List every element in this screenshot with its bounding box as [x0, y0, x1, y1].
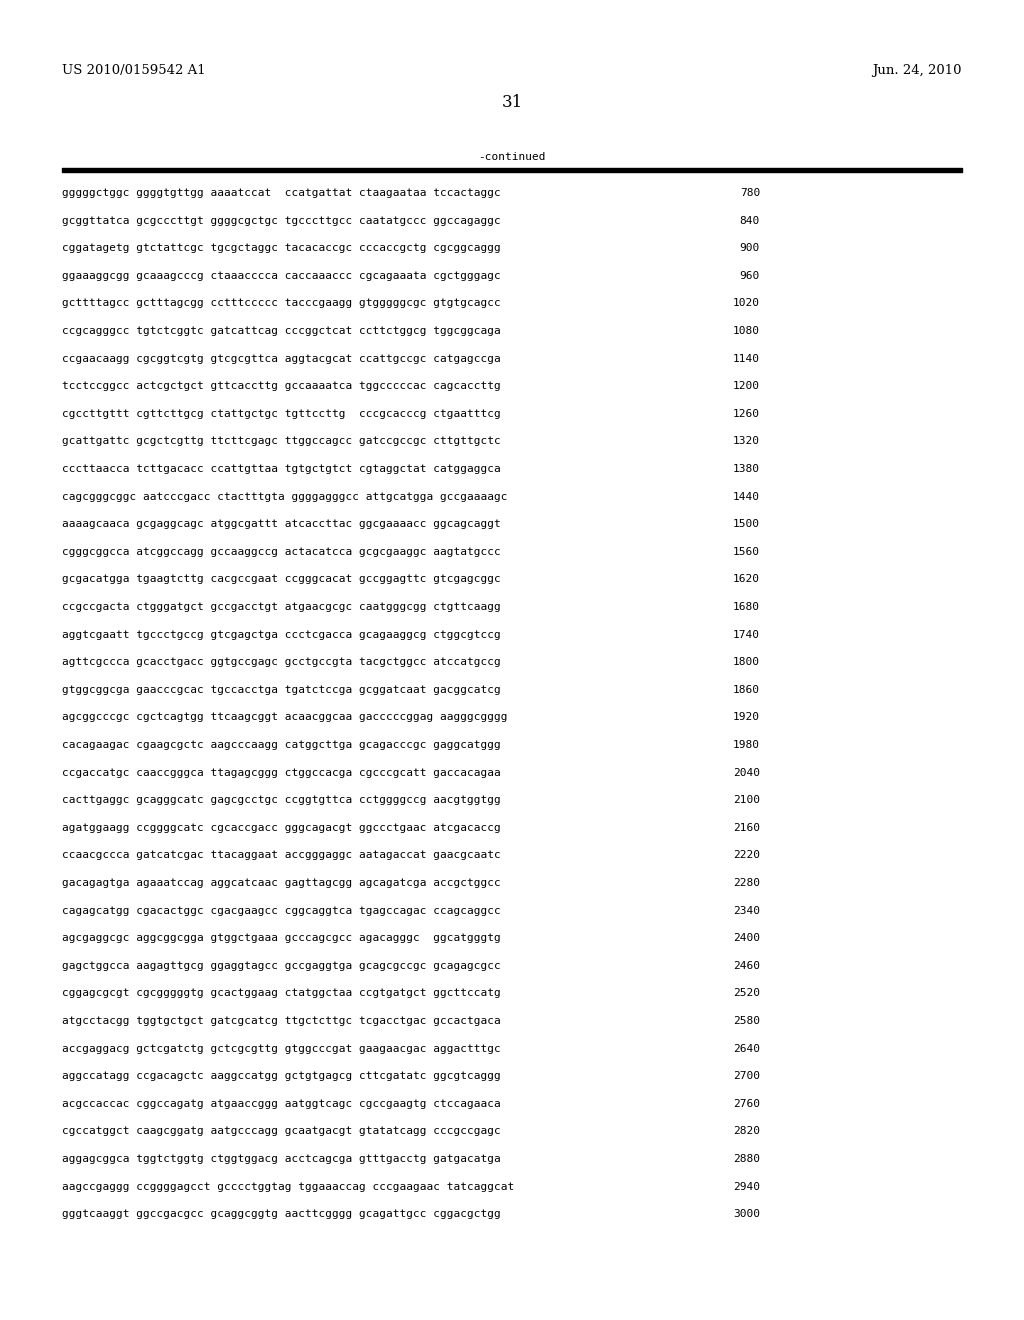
Text: gggtcaaggt ggccgacgcc gcaggcggtg aacttcgggg gcagattgcc cggacgctgg: gggtcaaggt ggccgacgcc gcaggcggtg aacttcg…	[62, 1209, 501, 1220]
Text: cagcgggcggc aatcccgacc ctactttgta ggggagggcc attgcatgga gccgaaaagc: cagcgggcggc aatcccgacc ctactttgta ggggag…	[62, 491, 508, 502]
Text: 2880: 2880	[733, 1154, 760, 1164]
Text: cgggcggcca atcggccagg gccaaggccg actacatcca gcgcgaaggc aagtatgccc: cgggcggcca atcggccagg gccaaggccg actacat…	[62, 546, 501, 557]
Text: tcctccggcc actcgctgct gttcaccttg gccaaaatca tggcccccac cagcaccttg: tcctccggcc actcgctgct gttcaccttg gccaaaa…	[62, 381, 501, 391]
Text: 2820: 2820	[733, 1126, 760, 1137]
Text: 1740: 1740	[733, 630, 760, 640]
Text: 1500: 1500	[733, 519, 760, 529]
Text: agatggaagg ccggggcatc cgcaccgacc gggcagacgt ggccctgaac atcgacaccg: agatggaagg ccggggcatc cgcaccgacc gggcaga…	[62, 822, 501, 833]
Text: aggagcggca tggtctggtg ctggtggacg acctcagcga gtttgacctg gatgacatga: aggagcggca tggtctggtg ctggtggacg acctcag…	[62, 1154, 501, 1164]
Text: 1860: 1860	[733, 685, 760, 694]
Text: 900: 900	[739, 243, 760, 253]
Text: gcgacatgga tgaagtcttg cacgccgaat ccgggcacat gccggagttc gtcgagcggc: gcgacatgga tgaagtcttg cacgccgaat ccgggca…	[62, 574, 501, 585]
Text: 1980: 1980	[733, 741, 760, 750]
Text: 2400: 2400	[733, 933, 760, 944]
Text: acgccaccac cggccagatg atgaaccggg aatggtcagc cgccgaagtg ctccagaaca: acgccaccac cggccagatg atgaaccggg aatggtc…	[62, 1098, 501, 1109]
Text: cgccttgttt cgttcttgcg ctattgctgc tgttccttg  cccgcacccg ctgaatttcg: cgccttgttt cgttcttgcg ctattgctgc tgttcct…	[62, 409, 501, 418]
Text: 1680: 1680	[733, 602, 760, 612]
Text: 840: 840	[739, 215, 760, 226]
Text: 2700: 2700	[733, 1072, 760, 1081]
Text: agttcgccca gcacctgacc ggtgccgagc gcctgccgta tacgctggcc atccatgccg: agttcgccca gcacctgacc ggtgccgagc gcctgcc…	[62, 657, 501, 667]
Text: 2460: 2460	[733, 961, 760, 970]
Text: 2760: 2760	[733, 1098, 760, 1109]
Text: 2220: 2220	[733, 850, 760, 861]
Text: 1320: 1320	[733, 437, 760, 446]
Text: 1620: 1620	[733, 574, 760, 585]
Text: gcttttagcc gctttagcgg cctttccccc tacccgaagg gtgggggcgc gtgtgcagcc: gcttttagcc gctttagcgg cctttccccc tacccga…	[62, 298, 501, 309]
Text: 2940: 2940	[733, 1181, 760, 1192]
Text: 1800: 1800	[733, 657, 760, 667]
Text: ccaacgccca gatcatcgac ttacaggaat accgggaggc aatagaccat gaacgcaatc: ccaacgccca gatcatcgac ttacaggaat accggga…	[62, 850, 501, 861]
Text: 2340: 2340	[733, 906, 760, 916]
Text: aggccatagg ccgacagctc aaggccatgg gctgtgagcg cttcgatatc ggcgtcaggg: aggccatagg ccgacagctc aaggccatgg gctgtga…	[62, 1072, 501, 1081]
Text: agcgaggcgc aggcggcgga gtggctgaaa gcccagcgcc agacagggc  ggcatgggtg: agcgaggcgc aggcggcgga gtggctgaaa gcccagc…	[62, 933, 501, 944]
Text: 1560: 1560	[733, 546, 760, 557]
Text: 780: 780	[739, 187, 760, 198]
Text: aagccgaggg ccggggagcct gcccctggtag tggaaaccag cccgaagaac tatcaggcat: aagccgaggg ccggggagcct gcccctggtag tggaa…	[62, 1181, 514, 1192]
Text: 1380: 1380	[733, 465, 760, 474]
Text: aggtcgaatt tgccctgccg gtcgagctga ccctcgacca gcagaaggcg ctggcgtccg: aggtcgaatt tgccctgccg gtcgagctga ccctcga…	[62, 630, 501, 640]
Text: 2280: 2280	[733, 878, 760, 888]
Text: cgccatggct caagcggatg aatgcccagg gcaatgacgt gtatatcagg cccgccgagc: cgccatggct caagcggatg aatgcccagg gcaatga…	[62, 1126, 501, 1137]
Text: 2640: 2640	[733, 1044, 760, 1053]
Text: 31: 31	[502, 94, 522, 111]
Text: gtggcggcga gaacccgcac tgccacctga tgatctccga gcggatcaat gacggcatcg: gtggcggcga gaacccgcac tgccacctga tgatctc…	[62, 685, 501, 694]
Text: 1920: 1920	[733, 713, 760, 722]
Text: cccttaacca tcttgacacc ccattgttaa tgtgctgtct cgtaggctat catggaggca: cccttaacca tcttgacacc ccattgttaa tgtgctg…	[62, 465, 501, 474]
Text: gggggctggc ggggtgttgg aaaatccat  ccatgattat ctaagaataa tccactaggc: gggggctggc ggggtgttgg aaaatccat ccatgatt…	[62, 187, 501, 198]
Text: accgaggacg gctcgatctg gctcgcgttg gtggcccgat gaagaacgac aggactttgc: accgaggacg gctcgatctg gctcgcgttg gtggccc…	[62, 1044, 501, 1053]
Text: cggagcgcgt cgcgggggtg gcactggaag ctatggctaa ccgtgatgct ggcttccatg: cggagcgcgt cgcgggggtg gcactggaag ctatggc…	[62, 989, 501, 998]
Text: 2160: 2160	[733, 822, 760, 833]
Text: 3000: 3000	[733, 1209, 760, 1220]
Text: Jun. 24, 2010: Jun. 24, 2010	[872, 63, 962, 77]
Text: gcattgattc gcgctcgttg ttcttcgagc ttggccagcc gatccgccgc cttgttgctc: gcattgattc gcgctcgttg ttcttcgagc ttggcca…	[62, 437, 501, 446]
Text: 1200: 1200	[733, 381, 760, 391]
Text: cagagcatgg cgacactggc cgacgaagcc cggcaggtca tgagccagac ccagcaggcc: cagagcatgg cgacactggc cgacgaagcc cggcagg…	[62, 906, 501, 916]
Text: 960: 960	[739, 271, 760, 281]
Text: 1080: 1080	[733, 326, 760, 337]
Text: agcggcccgc cgctcagtgg ttcaagcggt acaacggcaa gacccccggag aagggcgggg: agcggcccgc cgctcagtgg ttcaagcggt acaacgg…	[62, 713, 508, 722]
Text: 1020: 1020	[733, 298, 760, 309]
Text: gcggttatca gcgcccttgt ggggcgctgc tgcccttgcc caatatgccc ggccagaggc: gcggttatca gcgcccttgt ggggcgctgc tgccctt…	[62, 215, 501, 226]
Text: cacagaagac cgaagcgctc aagcccaagg catggcttga gcagacccgc gaggcatggg: cacagaagac cgaagcgctc aagcccaagg catggct…	[62, 741, 501, 750]
Text: 2580: 2580	[733, 1016, 760, 1026]
Text: 1140: 1140	[733, 354, 760, 363]
Text: cacttgaggc gcagggcatc gagcgcctgc ccggtgttca cctggggccg aacgtggtgg: cacttgaggc gcagggcatc gagcgcctgc ccggtgt…	[62, 795, 501, 805]
Text: 2040: 2040	[733, 768, 760, 777]
Text: 1440: 1440	[733, 491, 760, 502]
Text: US 2010/0159542 A1: US 2010/0159542 A1	[62, 63, 206, 77]
Text: gagctggcca aagagttgcg ggaggtagcc gccgaggtga gcagcgccgc gcagagcgcc: gagctggcca aagagttgcg ggaggtagcc gccgagg…	[62, 961, 501, 970]
Text: ggaaaggcgg gcaaagcccg ctaaacccca caccaaaccc cgcagaaata cgctgggagc: ggaaaggcgg gcaaagcccg ctaaacccca caccaaa…	[62, 271, 501, 281]
Text: cggatagetg gtctattcgc tgcgctaggc tacacaccgc cccaccgctg cgcggcaggg: cggatagetg gtctattcgc tgcgctaggc tacacac…	[62, 243, 501, 253]
Text: 2100: 2100	[733, 795, 760, 805]
Text: gacagagtga agaaatccag aggcatcaac gagttagcgg agcagatcga accgctggcc: gacagagtga agaaatccag aggcatcaac gagttag…	[62, 878, 501, 888]
Text: -continued: -continued	[478, 152, 546, 162]
Text: ccgccgacta ctgggatgct gccgacctgt atgaacgcgc caatgggcgg ctgttcaagg: ccgccgacta ctgggatgct gccgacctgt atgaacg…	[62, 602, 501, 612]
Text: ccgaccatgc caaccgggca ttagagcggg ctggccacga cgcccgcatt gaccacagaa: ccgaccatgc caaccgggca ttagagcggg ctggcca…	[62, 768, 501, 777]
Text: ccgcagggcc tgtctcggtc gatcattcag cccggctcat ccttctggcg tggcggcaga: ccgcagggcc tgtctcggtc gatcattcag cccggct…	[62, 326, 501, 337]
Text: 1260: 1260	[733, 409, 760, 418]
Text: ccgaacaagg cgcggtcgtg gtcgcgttca aggtacgcat ccattgccgc catgagccga: ccgaacaagg cgcggtcgtg gtcgcgttca aggtacg…	[62, 354, 501, 363]
Text: aaaagcaaca gcgaggcagc atggcgattt atcaccttac ggcgaaaacc ggcagcaggt: aaaagcaaca gcgaggcagc atggcgattt atcacct…	[62, 519, 501, 529]
Text: 2520: 2520	[733, 989, 760, 998]
Text: atgcctacgg tggtgctgct gatcgcatcg ttgctcttgc tcgacctgac gccactgaca: atgcctacgg tggtgctgct gatcgcatcg ttgctct…	[62, 1016, 501, 1026]
